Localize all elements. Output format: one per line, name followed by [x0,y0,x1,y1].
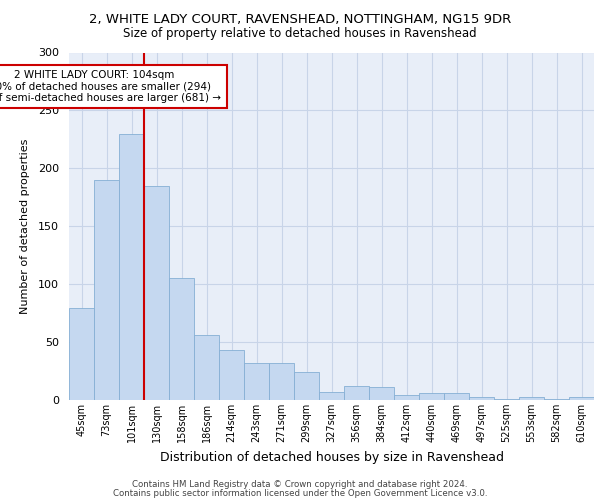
Bar [369,388,394,400]
Bar [244,363,269,400]
Bar [94,180,119,400]
X-axis label: Distribution of detached houses by size in Ravenshead: Distribution of detached houses by size … [160,450,503,464]
Bar [119,134,144,400]
Bar [444,393,469,400]
Text: 2 WHITE LADY COURT: 104sqm
← 30% of detached houses are smaller (294)
70% of sem: 2 WHITE LADY COURT: 104sqm ← 30% of deta… [0,70,221,103]
Bar [319,392,344,400]
Bar [394,396,419,400]
Bar [294,372,319,400]
Bar [219,350,244,400]
Bar [544,399,569,400]
Y-axis label: Number of detached properties: Number of detached properties [20,138,30,314]
Bar [419,393,444,400]
Bar [269,363,294,400]
Text: Size of property relative to detached houses in Ravenshead: Size of property relative to detached ho… [123,28,477,40]
Bar [144,186,169,400]
Bar [569,396,594,400]
Bar [519,396,544,400]
Bar [194,335,219,400]
Text: Contains HM Land Registry data © Crown copyright and database right 2024.: Contains HM Land Registry data © Crown c… [132,480,468,489]
Text: Contains public sector information licensed under the Open Government Licence v3: Contains public sector information licen… [113,488,487,498]
Bar [344,386,369,400]
Text: 2, WHITE LADY COURT, RAVENSHEAD, NOTTINGHAM, NG15 9DR: 2, WHITE LADY COURT, RAVENSHEAD, NOTTING… [89,12,511,26]
Bar [494,399,519,400]
Bar [69,308,94,400]
Bar [169,278,194,400]
Bar [469,396,494,400]
